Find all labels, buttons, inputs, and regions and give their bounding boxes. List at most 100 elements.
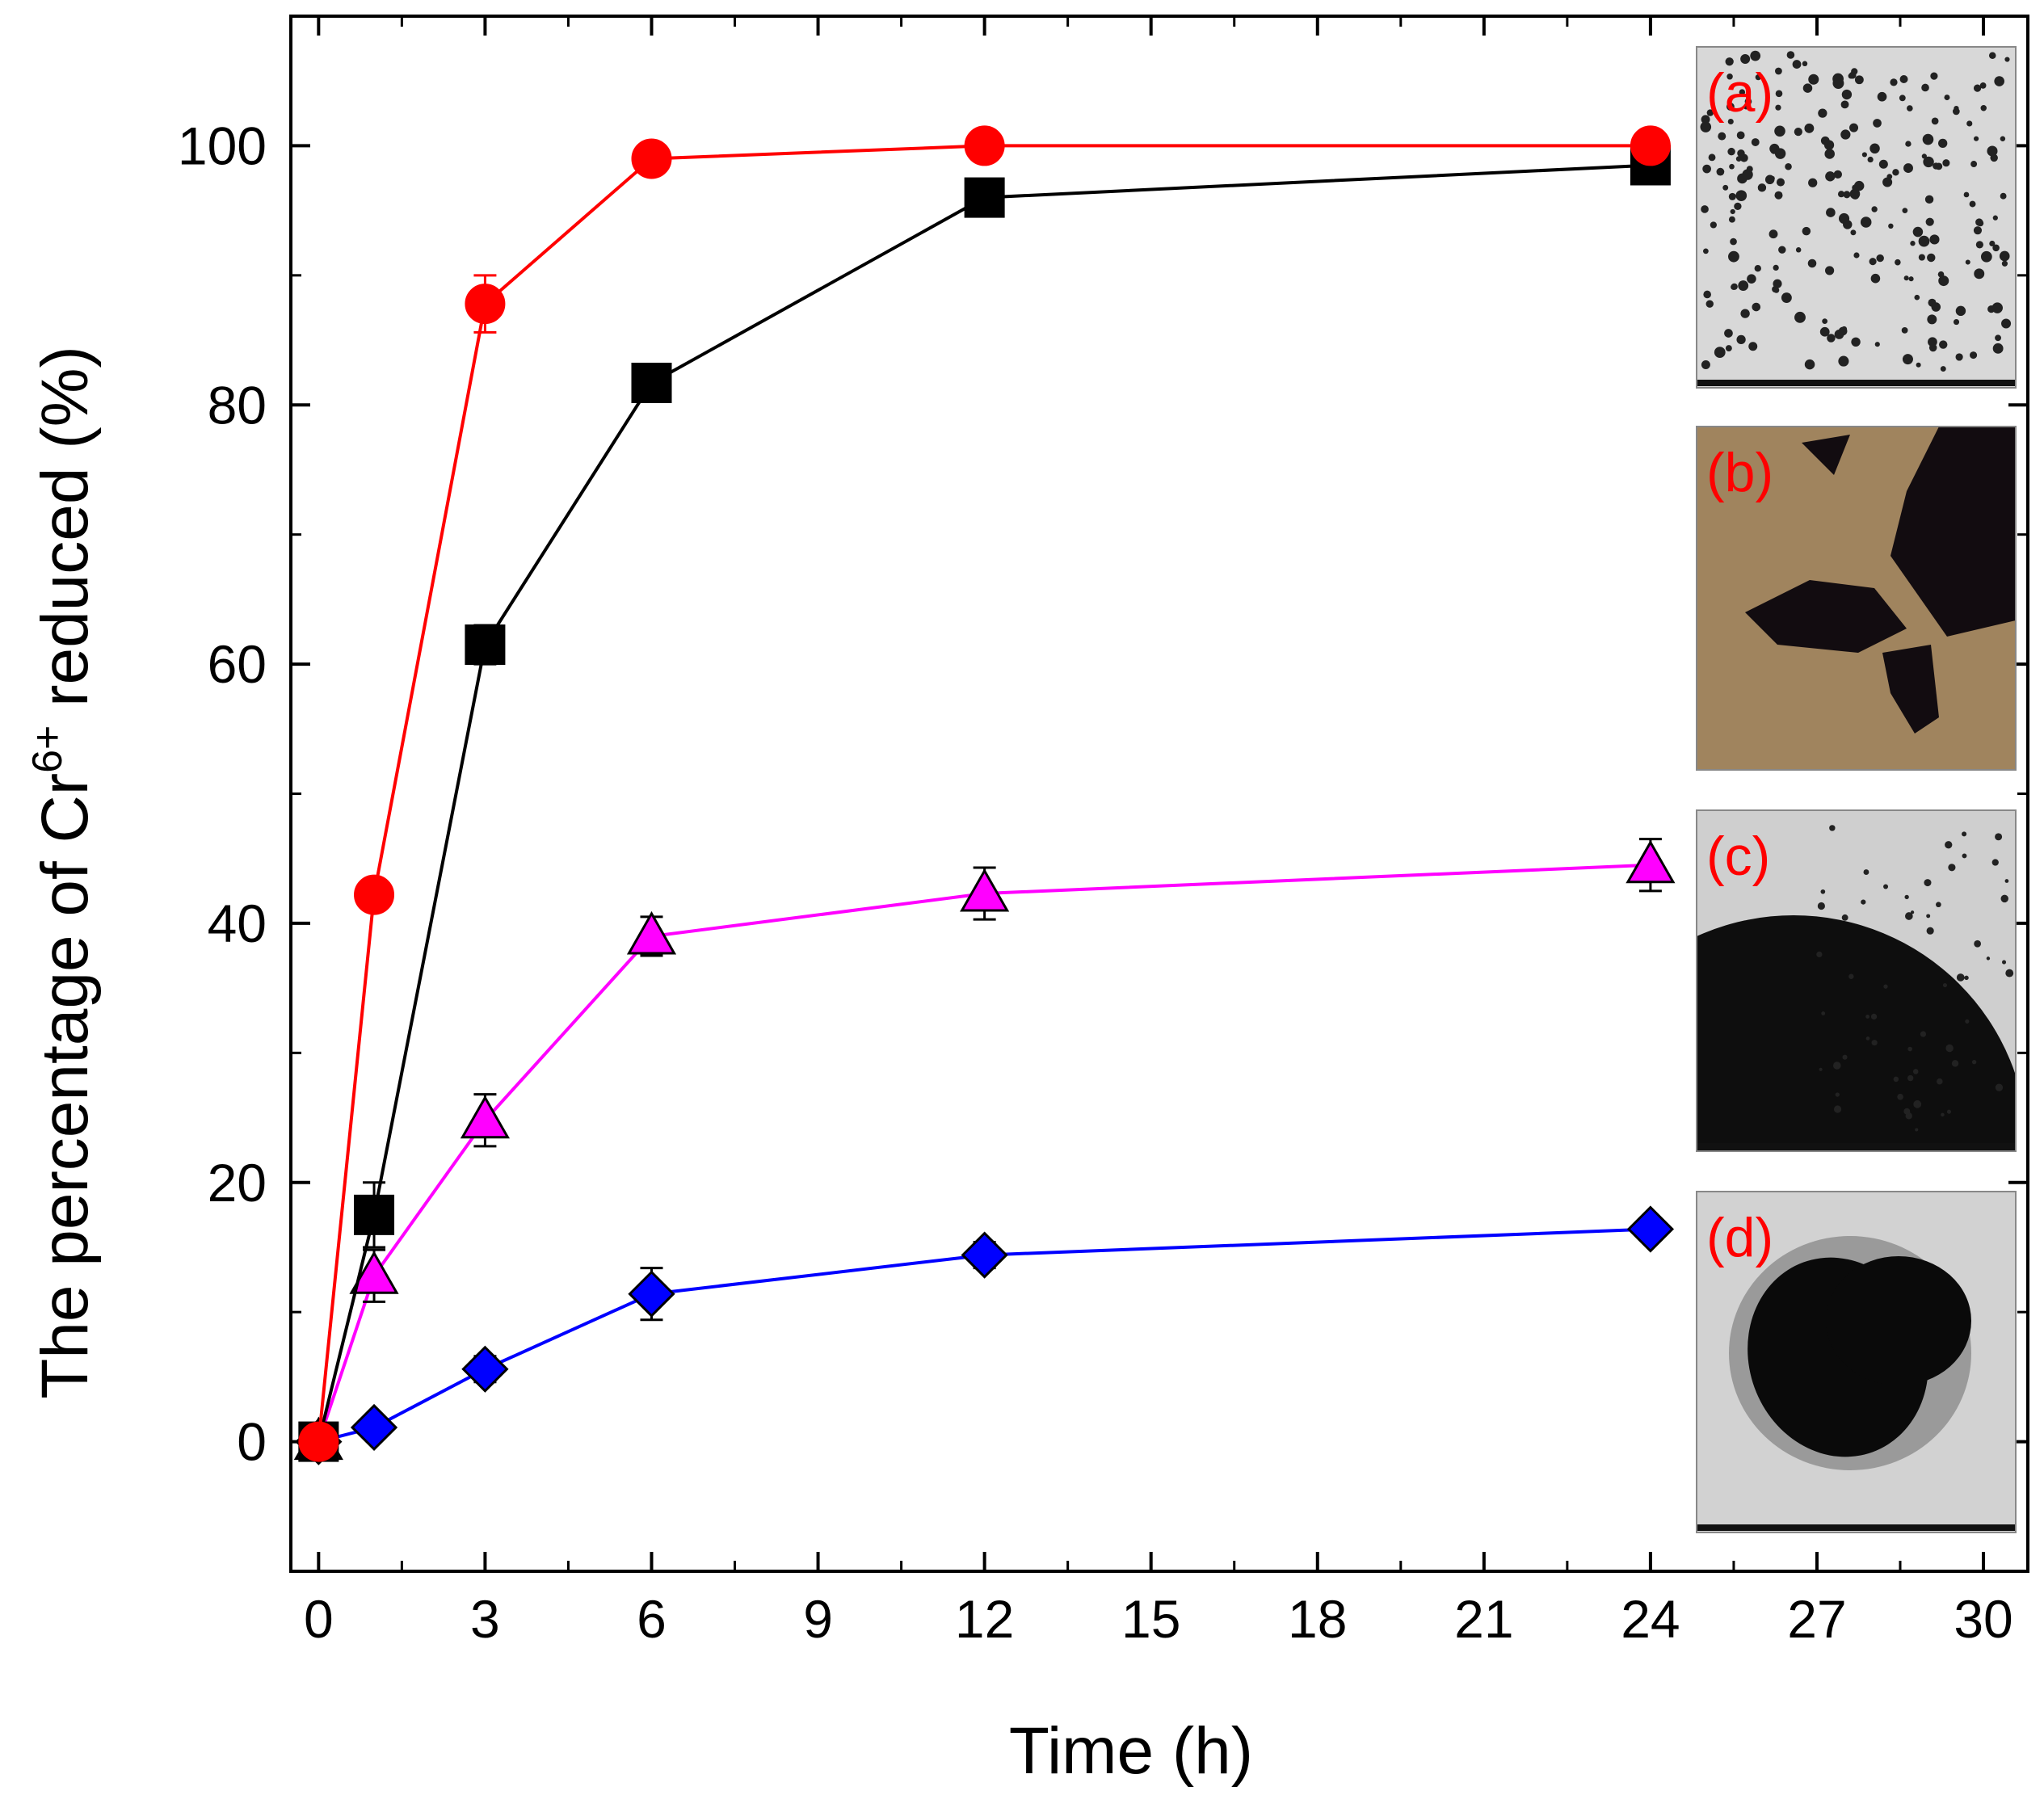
particle [1929, 234, 1940, 245]
particle [1908, 276, 1914, 282]
particle [1988, 52, 1996, 59]
particle [1912, 226, 1924, 238]
inset-label: (d) [1706, 1207, 1773, 1268]
particle [1945, 841, 1953, 849]
particle [1832, 73, 1844, 85]
y-tick-label: 80 [208, 375, 267, 435]
particle [1905, 141, 1912, 147]
particle [1714, 347, 1726, 359]
particle [1914, 294, 1920, 301]
particle-cluster [1745, 580, 1907, 653]
inset-border [1696, 1191, 2017, 1533]
particle [1915, 1128, 1919, 1132]
particle [1833, 1062, 1841, 1070]
particle [1878, 159, 1888, 169]
particle [1750, 50, 1761, 61]
particle [1973, 226, 1983, 235]
particle [1963, 191, 1970, 198]
particle [1910, 241, 1916, 246]
particle [1902, 208, 1908, 213]
inset-aggregate: (c) [1696, 809, 2017, 1152]
axis-ticks: 0 3 6 9 12 15 18 21 24 27 30 0 20 40 60 80 100 [178, 15, 2028, 1649]
particle [1865, 1036, 1870, 1041]
particle [1871, 1040, 1878, 1046]
particle [1910, 910, 1915, 914]
particle [1820, 889, 1826, 894]
particle [1794, 311, 1806, 323]
particle [1916, 362, 1921, 368]
inset-border [1696, 426, 2017, 771]
particle [1918, 254, 1925, 261]
inset-images: (a) (b) (c) (d) [1696, 46, 2017, 1533]
particle [1775, 104, 1781, 111]
particle [1774, 148, 1786, 159]
particle [1921, 83, 1929, 92]
particle [1863, 869, 1869, 875]
particle [1747, 274, 1756, 284]
particle [1951, 1060, 1959, 1067]
particle [1946, 1109, 1952, 1114]
x-tick-label: 12 [955, 1589, 1014, 1649]
particle [1992, 215, 1998, 221]
data-point [1626, 839, 1676, 884]
series-diamond [295, 1205, 1675, 1465]
particle [1941, 1112, 1945, 1117]
series-line [317, 144, 1651, 1442]
particle [1955, 353, 1963, 361]
particle [1729, 163, 1735, 170]
particle [1748, 342, 1758, 351]
particle [1930, 72, 1938, 80]
inset-dots: (a) [1696, 46, 2017, 389]
particle [1942, 159, 1950, 167]
particle [1708, 153, 1716, 162]
particle-cluster [1882, 645, 1939, 734]
particle [1785, 162, 1792, 170]
blob [1826, 1256, 1971, 1385]
particle [1841, 914, 1848, 921]
particle [1848, 73, 1854, 79]
particle [1851, 191, 1860, 200]
particle [1883, 984, 1888, 989]
particle [1802, 61, 1808, 67]
particle [1995, 1083, 2004, 1091]
particle [1861, 899, 1866, 905]
particle [1737, 149, 1745, 158]
y-tick-label: 100 [178, 116, 267, 175]
particle [1769, 175, 1775, 182]
data-point [960, 868, 1010, 912]
particle [1818, 108, 1827, 118]
x-tick-label: 3 [470, 1589, 500, 1649]
particle [1819, 326, 1830, 337]
particle [1944, 95, 1950, 101]
x-tick-label: 18 [1288, 1589, 1347, 1649]
particle [1899, 95, 1906, 102]
particle [2000, 894, 2008, 903]
particle [1873, 119, 1882, 128]
particle [1882, 177, 1893, 187]
inset-image [1697, 1192, 2016, 1532]
particle [1819, 1067, 1823, 1071]
x-tick-label: 21 [1454, 1589, 1513, 1649]
particle [1724, 329, 1733, 338]
data-point [349, 1251, 399, 1294]
particle [1725, 57, 1734, 66]
particle [1754, 265, 1761, 272]
particle [1853, 180, 1865, 191]
particle [1933, 162, 1940, 170]
particle [1938, 138, 1948, 149]
particle [2000, 136, 2006, 141]
inset-image [1697, 427, 2016, 770]
particle [1726, 103, 1735, 111]
data-point [628, 1270, 675, 1318]
particle [1716, 167, 1725, 176]
particle [1728, 216, 1735, 223]
particle [1969, 200, 1976, 208]
particle [2000, 192, 2007, 200]
particle [1876, 254, 1884, 263]
particle [1871, 206, 1878, 212]
particle [1927, 314, 1937, 325]
particle [1921, 153, 1927, 159]
particle [1956, 973, 1965, 982]
particle [1774, 67, 1782, 75]
particle [1817, 902, 1825, 910]
